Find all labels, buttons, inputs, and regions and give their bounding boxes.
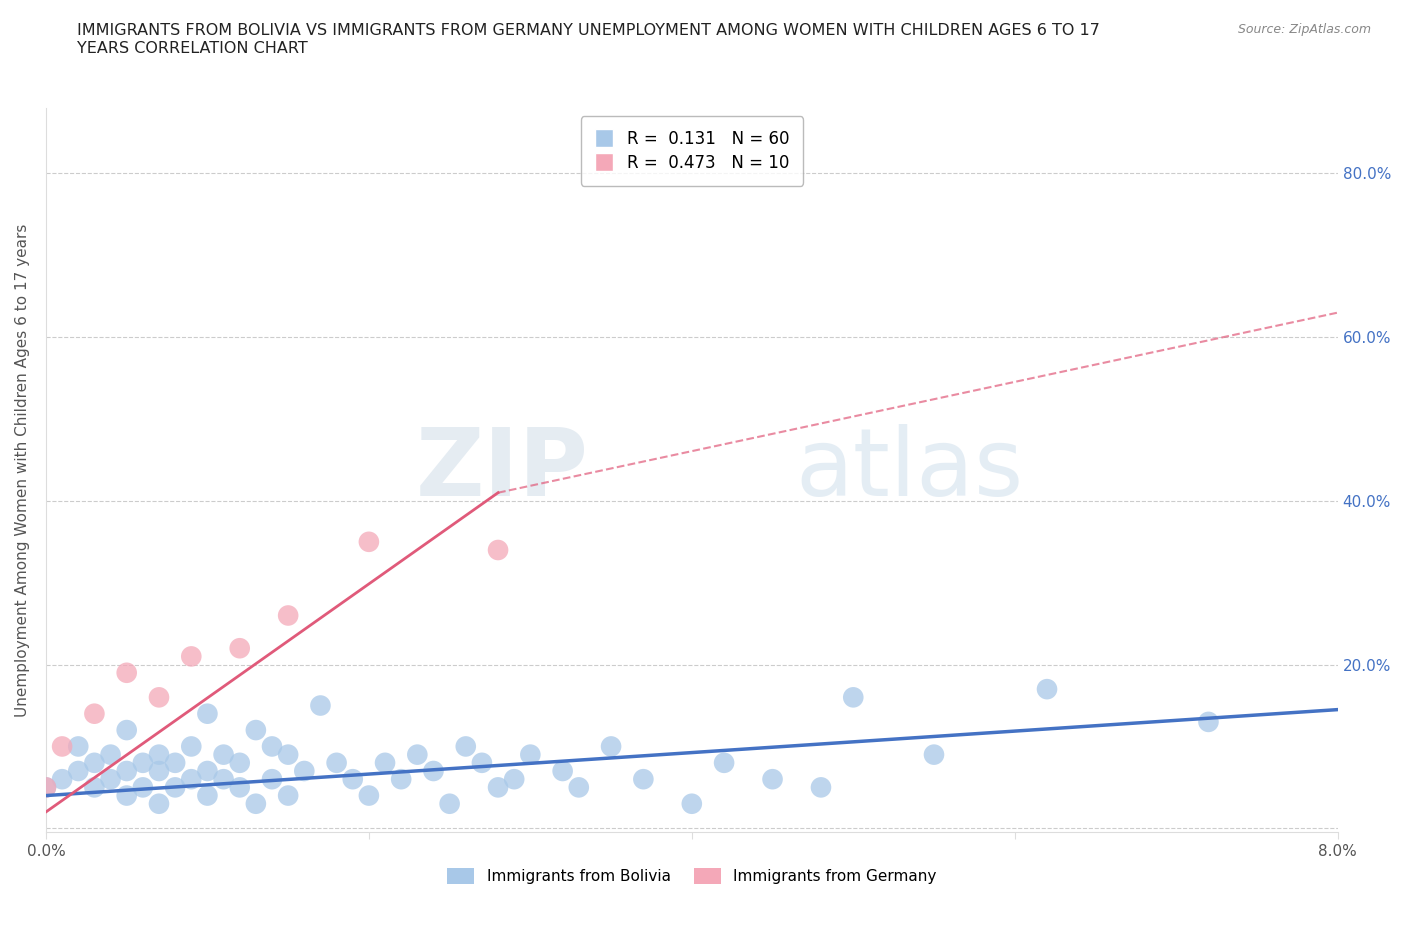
Point [115,723,138,737]
Point [245,723,267,737]
Point [197,788,219,803]
Point [51,739,73,754]
Point [115,788,138,803]
Point [197,706,219,721]
Point [35,780,58,795]
Point [180,649,202,664]
Point [228,780,250,795]
Point [228,755,250,770]
Point [486,542,509,557]
Text: ZIP: ZIP [416,424,589,516]
Legend: R =  0.131   N = 60, R =  0.473   N = 10: R = 0.131 N = 60, R = 0.473 N = 10 [581,116,803,186]
Point [212,772,235,787]
Point [1198,714,1220,729]
Point [165,755,187,770]
Y-axis label: Unemployment Among Women with Children Ages 6 to 17 years: Unemployment Among Women with Children A… [15,223,30,717]
Point [83,780,105,795]
Point [681,796,703,811]
Point [551,764,574,778]
Point [439,796,461,811]
Point [325,755,347,770]
Text: Source: ZipAtlas.com: Source: ZipAtlas.com [1237,23,1371,36]
Point [600,739,623,754]
Point [180,772,202,787]
Point [260,739,283,754]
Point [100,772,122,787]
Point [51,772,73,787]
Point [115,665,138,680]
Point [148,796,170,811]
Point [309,698,332,713]
Point [633,772,655,787]
Point [406,747,429,762]
Point [197,764,219,778]
Point [212,747,235,762]
Point [842,690,865,705]
Point [761,772,783,787]
Text: atlas: atlas [796,424,1024,516]
Point [389,772,412,787]
Point [454,739,477,754]
Point [83,706,105,721]
Point [277,788,299,803]
Point [357,788,380,803]
Point [486,780,509,795]
Point [148,747,170,762]
Point [165,780,187,795]
Point [100,747,122,762]
Point [713,755,735,770]
Point [245,796,267,811]
Point [471,755,494,770]
Text: IMMIGRANTS FROM BOLIVIA VS IMMIGRANTS FROM GERMANY UNEMPLOYMENT AMONG WOMEN WITH: IMMIGRANTS FROM BOLIVIA VS IMMIGRANTS FR… [77,23,1101,56]
Point [132,780,155,795]
Point [1036,682,1059,697]
Point [503,772,526,787]
Point [810,780,832,795]
Point [115,764,138,778]
Point [260,772,283,787]
Point [277,747,299,762]
Point [519,747,541,762]
Point [67,739,90,754]
Point [228,641,250,656]
Point [132,755,155,770]
Point [148,764,170,778]
Point [35,780,58,795]
Point [422,764,444,778]
Point [342,772,364,787]
Point [568,780,591,795]
Point [67,764,90,778]
Point [83,755,105,770]
Point [148,690,170,705]
Point [922,747,945,762]
Point [277,608,299,623]
Point [374,755,396,770]
Point [292,764,315,778]
Point [180,739,202,754]
Point [357,535,380,550]
